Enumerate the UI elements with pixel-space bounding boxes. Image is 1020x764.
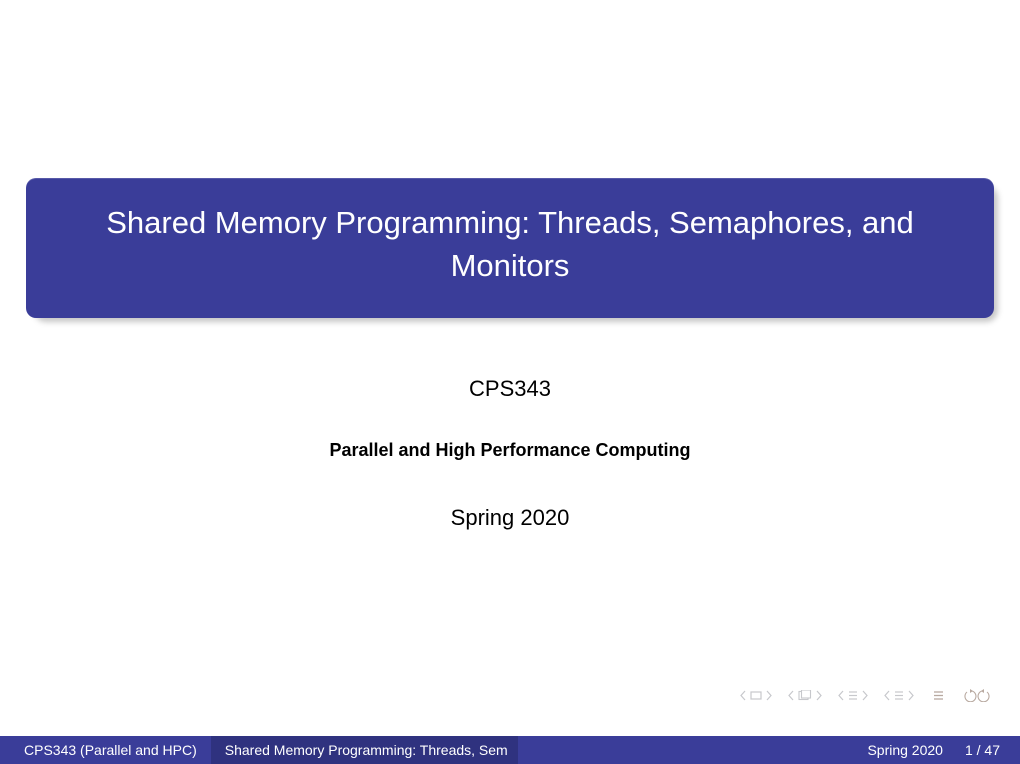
nav-prev-icon bbox=[882, 690, 893, 701]
nav-lines-highlight-icon bbox=[932, 690, 946, 701]
footer-mid: Shared Memory Programming: Threads, Sem bbox=[211, 736, 518, 764]
subtitle-area: CPS343 Parallel and High Performance Com… bbox=[0, 362, 1020, 531]
nav-lines-icon bbox=[893, 690, 905, 701]
term: Spring 2020 bbox=[0, 505, 1020, 531]
slide-title: Shared Memory Programming: Threads, Sema… bbox=[56, 202, 964, 288]
nav-next-icon bbox=[905, 690, 916, 701]
nav-next-icon bbox=[813, 690, 824, 701]
footer-bar: CPS343 (Parallel and HPC) Shared Memory … bbox=[0, 736, 1020, 764]
footer-page: 1 / 47 bbox=[965, 742, 1000, 758]
nav-next-icon bbox=[763, 690, 774, 701]
footer-term: Spring 2020 bbox=[867, 742, 943, 758]
course-name: Parallel and High Performance Computing bbox=[0, 440, 1020, 461]
footer-left: CPS343 (Parallel and HPC) bbox=[0, 742, 211, 758]
nav-mode-group[interactable] bbox=[932, 690, 946, 701]
footer-right: Spring 2020 1 / 47 bbox=[867, 742, 1020, 758]
nav-part-group[interactable] bbox=[882, 690, 916, 701]
nav-lines-icon bbox=[847, 690, 859, 701]
nav-prev-icon bbox=[738, 690, 749, 701]
title-block: Shared Memory Programming: Threads, Sema… bbox=[26, 178, 994, 318]
nav-prev-icon bbox=[786, 690, 797, 701]
title-block-inner: Shared Memory Programming: Threads, Sema… bbox=[26, 178, 994, 318]
nav-section-group[interactable] bbox=[836, 690, 870, 701]
nav-back-forward-group[interactable] bbox=[960, 689, 994, 702]
nav-frame-icon bbox=[749, 690, 763, 701]
course-code: CPS343 bbox=[0, 376, 1020, 402]
nav-undo-redo-icon bbox=[960, 689, 994, 702]
nav-next-icon bbox=[859, 690, 870, 701]
beamer-nav-bar bbox=[734, 689, 998, 702]
nav-doc-icon bbox=[797, 690, 813, 701]
nav-subsection-group[interactable] bbox=[786, 690, 824, 701]
nav-prev-icon bbox=[836, 690, 847, 701]
nav-frame-group[interactable] bbox=[738, 690, 774, 701]
